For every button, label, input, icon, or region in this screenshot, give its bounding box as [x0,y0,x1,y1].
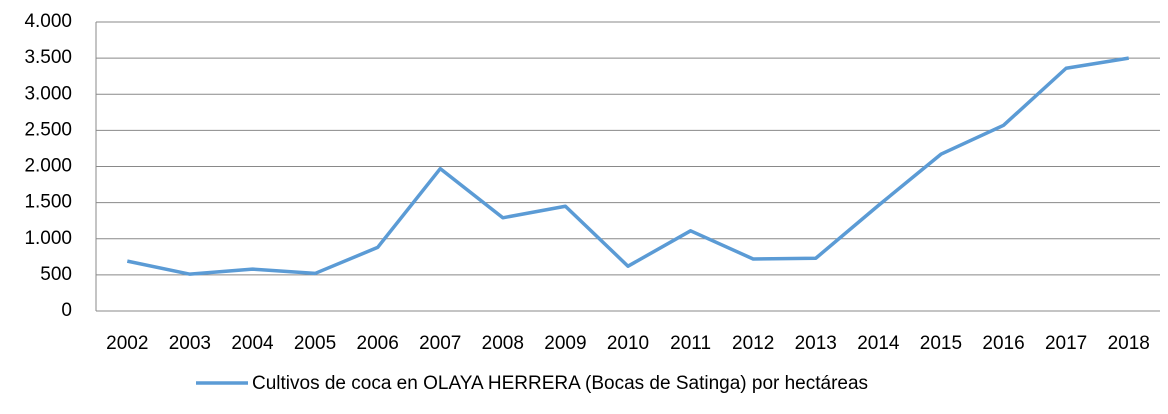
data-line [126,56,1129,276]
y-tick-label: 1.000 [24,228,72,249]
y-tick-label: 1.500 [24,192,72,213]
y-tick-label: 4.000 [24,11,72,32]
x-tick-label: 2004 [231,333,274,354]
x-tick-label: 2016 [982,333,1024,354]
x-tick-label: 2018 [1108,333,1150,354]
legend-label: Cultivos de coca en OLAYA HERRERA (Bocas… [252,373,868,394]
x-tick-label: 2014 [857,333,900,354]
x-tick-label: 2010 [607,333,649,354]
x-tick-label: 2005 [294,333,336,354]
x-tick-label: 2008 [482,333,524,354]
x-tick-label: 2017 [1045,333,1087,354]
y-tick-label: 2.000 [24,156,72,177]
x-tick-label: 2011 [670,333,711,354]
x-tick-label: 2002 [106,333,148,354]
x-tick-label: 2015 [920,333,962,354]
y-tick-label: 2.500 [24,119,72,140]
y-tick-label: 3.000 [24,83,72,104]
x-tick-label: 2012 [732,333,774,354]
y-tick-label: 3.500 [24,47,72,68]
x-tick-label: 2007 [419,333,461,354]
x-tick-label: 2003 [169,333,211,354]
x-tick-label: 2009 [544,333,586,354]
y-tick-label: 500 [40,264,72,285]
y-tick-label: 0 [61,300,72,321]
x-tick-label: 2013 [795,333,837,354]
x-tick-label: 2006 [357,333,399,354]
